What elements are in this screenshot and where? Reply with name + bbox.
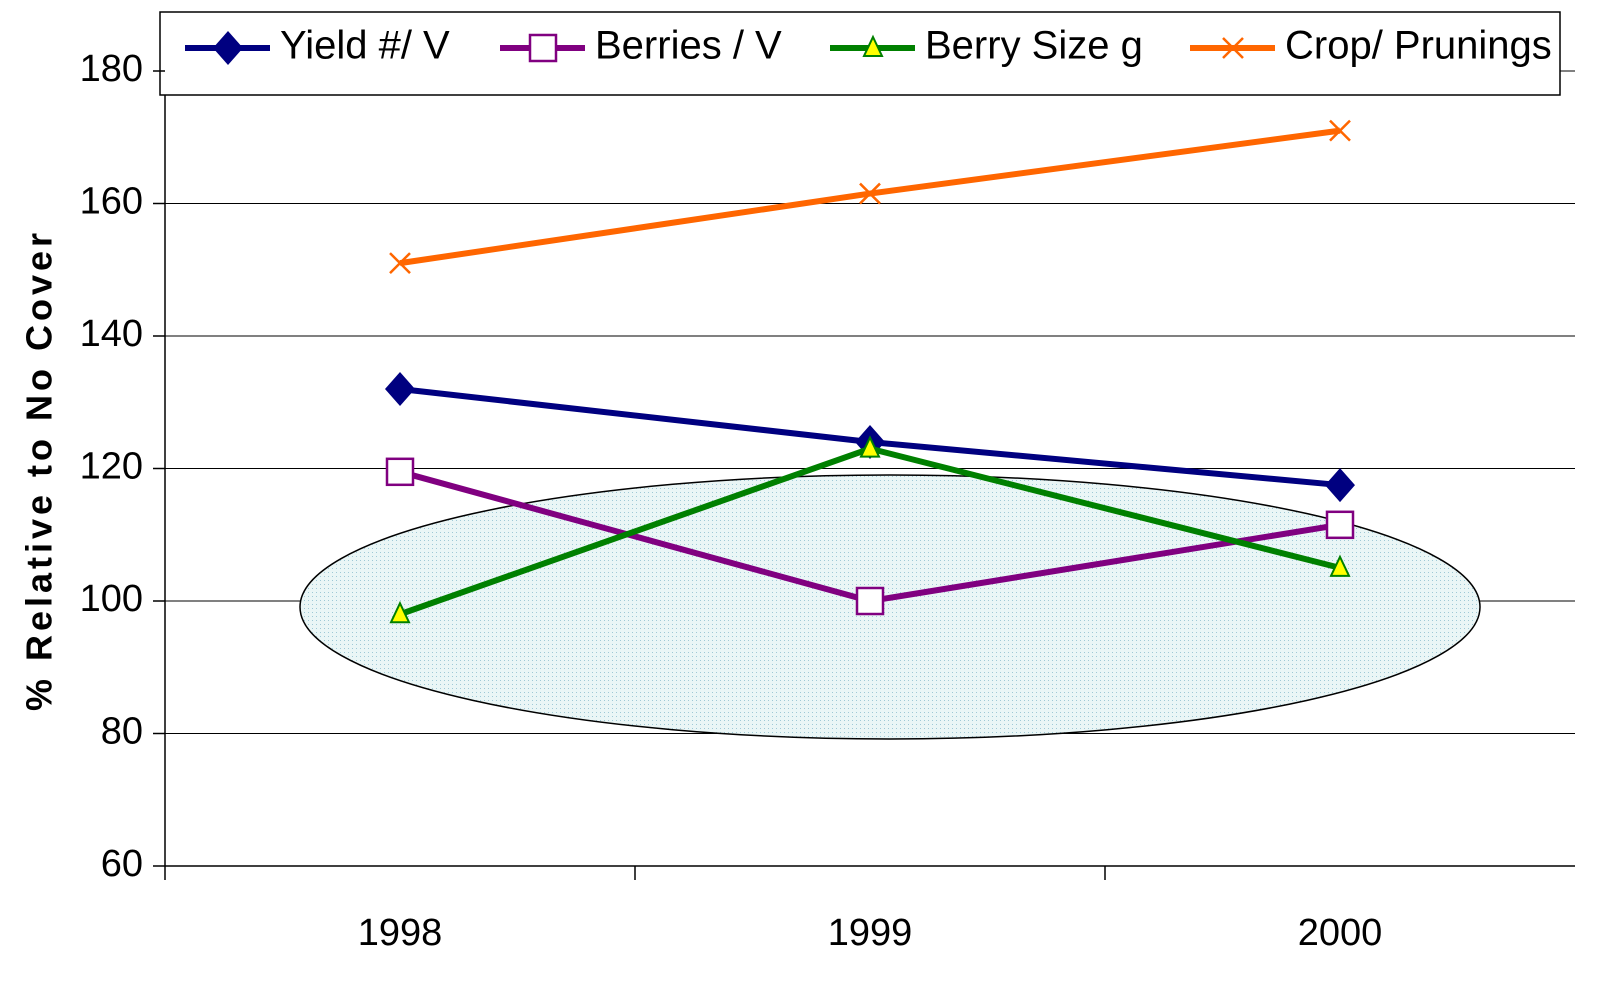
marker — [855, 586, 885, 616]
series-line — [399, 127, 1341, 267]
marker — [859, 182, 881, 205]
legend-label: Yield #/ V — [280, 24, 450, 68]
y-axis-title: % Relative to No Cover — [19, 229, 60, 711]
marker — [528, 33, 558, 63]
y-tick-label: 80 — [101, 711, 143, 753]
x-tick-label: 1999 — [828, 912, 913, 954]
y-tick-label: 140 — [80, 313, 143, 355]
marker — [1325, 510, 1355, 540]
marker — [389, 600, 411, 624]
y-tick-label: 120 — [80, 446, 143, 488]
legend — [159, 11, 1561, 96]
marker — [859, 435, 881, 458]
x-tick-label: 1998 — [358, 912, 443, 954]
marker — [385, 372, 415, 406]
y-tick-label: 160 — [80, 181, 143, 223]
marker — [1329, 119, 1351, 142]
y-tick-label: 60 — [101, 843, 143, 885]
marker — [385, 457, 415, 487]
marker — [1222, 37, 1244, 59]
marker — [862, 34, 884, 57]
marker — [389, 252, 411, 275]
marker — [213, 31, 243, 65]
marker — [1329, 554, 1351, 577]
highlight-ellipse — [299, 474, 1481, 740]
y-tick-label: 180 — [80, 48, 143, 90]
legend-label: Berry Size g — [925, 24, 1143, 68]
legend-label: Berries / V — [595, 24, 782, 68]
x-tick-label: 2000 — [1298, 912, 1383, 954]
legend-label: Crop/ Prunings — [1285, 24, 1552, 68]
marker — [1325, 468, 1355, 503]
y-tick-label: 100 — [80, 578, 143, 620]
